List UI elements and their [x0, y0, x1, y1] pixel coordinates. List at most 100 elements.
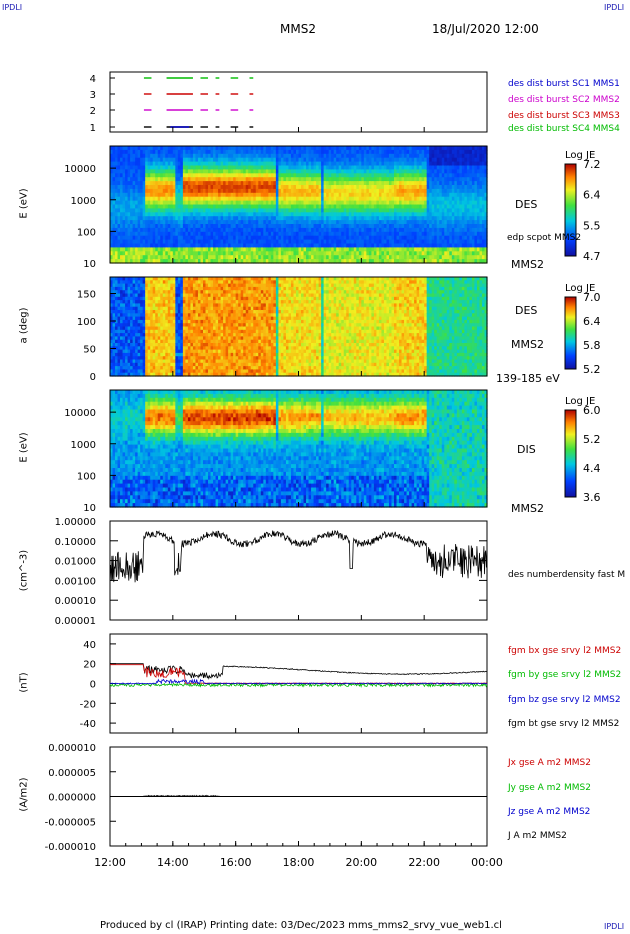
- ylabel-dis-energy: E (eV): [18, 432, 30, 463]
- colorbar-title-2: Log JE: [565, 283, 596, 294]
- current-ytick-4: 0.000010: [48, 743, 96, 754]
- corner-mark-right: IPDLI: [604, 3, 625, 12]
- density-ytick-2: 0.00100: [55, 576, 96, 587]
- label-edp-scpot: edp scpot MMS2: [507, 233, 582, 243]
- time-tick-4: 20:00: [345, 856, 377, 869]
- pitch-ytick-150: 150: [77, 290, 96, 301]
- current-line: [143, 794, 220, 798]
- corner-mark-bottom: IPDLI: [604, 922, 625, 931]
- colorbar-tick-3-4.4: 4.4: [583, 462, 601, 475]
- heatmap-cells-2: [110, 146, 488, 264]
- ytick-1-1000: 1000: [71, 196, 96, 207]
- density-ytick-1: 0.00010: [55, 596, 96, 607]
- current-ytick-1: -0.000005: [45, 817, 96, 828]
- time-tick-0: 12:00: [94, 856, 126, 869]
- colorbar-tick-2-5.8: 5.8: [583, 339, 601, 352]
- current-ytick-2: 0.000000: [48, 793, 96, 804]
- ytick-3-1000: 1000: [71, 440, 96, 451]
- time-tick-6: 00:00: [471, 856, 503, 869]
- bfield-line-bt: [110, 663, 488, 680]
- legend-burst-sc1: des dist burst SC1 MMS1: [508, 79, 620, 89]
- density-ytick-4: 0.10000: [55, 537, 96, 548]
- time-tick-3: 18:00: [283, 856, 315, 869]
- ytick-3-10: 10: [83, 503, 96, 514]
- density-line: [109, 529, 488, 583]
- legend-burst-sc3: des dist burst SC3 MMS3: [508, 111, 620, 121]
- datetime-label: 18/Jul/2020 12:00: [432, 22, 539, 36]
- burst-ytick-3: 3: [90, 90, 96, 101]
- ytick-3-10000: 10000: [64, 408, 96, 419]
- legend-j: J A m2 MMS2: [508, 831, 567, 841]
- colorbar-tick-2-7.0: 7.0: [583, 291, 601, 304]
- time-tick-2: 16:00: [220, 856, 252, 869]
- ytick-3-100: 100: [77, 471, 96, 482]
- ylabel-current: (A/m2): [18, 777, 30, 812]
- heatmap-cells-4: [110, 390, 488, 508]
- colorbar-tick-1-7.2: 7.2: [583, 158, 601, 171]
- colorbar-tick-1-4.7: 4.7: [583, 250, 601, 263]
- pitch-ytick-100: 100: [77, 317, 96, 328]
- density-ytick-3: 0.01000: [55, 557, 96, 568]
- bfield-line-bz: [109, 678, 488, 685]
- burst-ytick-4: 4: [90, 74, 96, 85]
- colorbar-title-1: Log JE: [565, 150, 596, 161]
- bfield-ytick--40: -40: [80, 719, 96, 730]
- corner-mark-left: IPDLI: [2, 3, 23, 12]
- ylabel-bfield: (nT): [18, 672, 30, 693]
- current-ytick-0: -0.000010: [45, 842, 96, 853]
- colorbar-2: [564, 296, 577, 370]
- footer-text: Produced by cl (IRAP) Printing date: 03/…: [100, 920, 502, 931]
- legend-density: des numberdensity fast M: [508, 570, 626, 580]
- legend-jy: Jy gse A m2 MMS2: [508, 783, 591, 793]
- bfield-ytick--20: -20: [80, 699, 96, 710]
- pitch-ytick-0: 0: [90, 372, 96, 383]
- legend-burst-sc4: des dist burst SC4 MMS4: [508, 124, 620, 134]
- legend-jx: Jx gse A m2 MMS2: [508, 758, 591, 768]
- pitch-ytick-50: 50: [83, 345, 96, 356]
- heatmap-cells-3: [110, 277, 488, 377]
- label-dis: DIS: [517, 443, 536, 456]
- ylabel-density: (cm^-3): [18, 549, 30, 592]
- legend-jz: Jz gse A m2 MMS2: [508, 807, 591, 817]
- ytick-1-10000: 10000: [64, 164, 96, 175]
- colorbar-1: [564, 163, 577, 257]
- colorbar-tick-3-3.6: 3.6: [583, 491, 601, 504]
- bfield-ytick-40: 40: [83, 640, 96, 651]
- colorbar-tick-1-6.4: 6.4: [583, 189, 601, 202]
- bfield-ytick-0: 0: [90, 680, 96, 691]
- label-mms2-panel3: MMS2: [511, 338, 544, 351]
- burst-ytick-1: 1: [90, 123, 96, 134]
- burst-ytick-2: 2: [90, 106, 96, 117]
- label-mms2-panel2: MMS2: [511, 258, 544, 271]
- colorbar-tick-3-5.2: 5.2: [583, 433, 601, 446]
- colorbar-title-3: Log JE: [565, 396, 596, 407]
- ylabel-pitch-angle: a (deg): [18, 307, 30, 344]
- panel-frame-5: [109, 520, 488, 621]
- bfield-line-by: [109, 682, 488, 688]
- colorbar-tick-2-6.4: 6.4: [583, 315, 601, 328]
- label-des: DES: [515, 198, 538, 211]
- density-ytick-5: 1.00000: [55, 517, 96, 528]
- legend-bx: fgm bx gse srvy l2 MMS2: [508, 646, 622, 656]
- label-mms2-panel4: MMS2: [511, 502, 544, 515]
- ylabel-des-energy: E (eV): [18, 188, 30, 219]
- density-ytick-0: 0.00001: [55, 616, 96, 627]
- bfield-ytick-20: 20: [83, 660, 96, 671]
- ytick-1-100: 100: [77, 227, 96, 238]
- panel-frame-1: [109, 71, 488, 133]
- ytick-1-10: 10: [83, 259, 96, 270]
- page-title: MMS2: [280, 22, 316, 36]
- label-des-pitch: DES: [515, 304, 538, 317]
- legend-by: fgm by gse srvy l2 MMS2: [508, 670, 622, 680]
- legend-bt: fgm bt gse srvy l2 MMS2: [508, 719, 620, 729]
- time-tick-5: 22:00: [408, 856, 440, 869]
- label-energy-range: 139-185 eV: [496, 372, 560, 385]
- colorbar-tick-2-5.2: 5.2: [583, 363, 601, 376]
- current-ytick-3: 0.000005: [48, 768, 96, 779]
- colorbar-tick-3-6.0: 6.0: [583, 404, 601, 417]
- colorbar-tick-1-5.5: 5.5: [583, 219, 601, 232]
- time-tick-1: 14:00: [157, 856, 189, 869]
- colorbar-3: [564, 409, 577, 498]
- legend-bz: fgm bz gse srvy l2 MMS2: [508, 695, 621, 705]
